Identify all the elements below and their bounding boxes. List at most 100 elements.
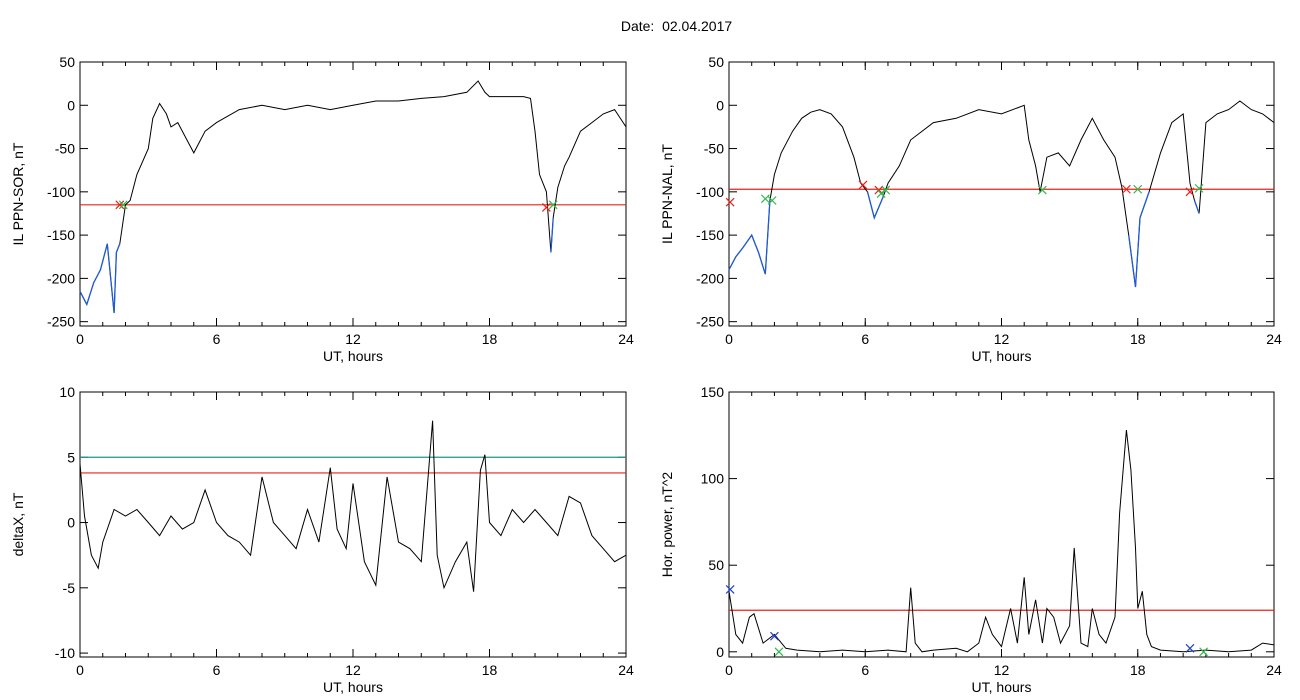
marker-stroke <box>725 585 735 594</box>
x-tick-label: 18 <box>1130 331 1146 347</box>
marker-stroke <box>1185 187 1195 197</box>
y-tick-label: -200 <box>47 270 75 286</box>
event-marker <box>1185 187 1195 197</box>
x-tick-label: 12 <box>345 662 361 678</box>
x-tick-label: 24 <box>1266 662 1282 678</box>
y-tick-label: -200 <box>696 270 724 286</box>
x-tick-label: 0 <box>725 331 733 347</box>
event-marker <box>767 196 777 205</box>
x-tick-label: 18 <box>482 331 498 347</box>
x-tick-label: 6 <box>213 331 221 347</box>
marker-stroke <box>1194 183 1204 193</box>
marker-stroke <box>769 631 779 641</box>
below-threshold-segment <box>550 217 554 253</box>
event-marker <box>876 189 886 198</box>
y-tick-label: 0 <box>716 644 724 660</box>
y-tick-label: -100 <box>47 184 75 200</box>
series-line <box>728 100 1275 288</box>
chart-panel-hor-power: 0 6 12 18 24 150 100 50 0 UT, hours Hor. power, nT… <box>659 384 1282 695</box>
event-marker <box>1194 183 1204 193</box>
y-axis-label: Hor. power, nT^2 <box>659 472 675 578</box>
series-line <box>728 430 1275 653</box>
y-tick-label: -10 <box>55 645 75 661</box>
x-axis-label: UT, hours <box>972 348 1032 364</box>
marker-stroke <box>118 200 128 210</box>
chart-panel-ppn-nal: 0 6 12 18 24 50 0 -50 -100 -150 -200 -250 UT, hours I… <box>659 54 1282 364</box>
y-tick-label: 150 <box>701 384 725 400</box>
marker-stroke <box>858 180 868 190</box>
below-threshold-segment <box>1128 191 1150 288</box>
below-threshold-segment <box>79 243 121 314</box>
x-tick-label: 6 <box>861 662 869 678</box>
y-tick-label: -5 <box>63 580 76 596</box>
y-tick-label: 100 <box>701 471 725 487</box>
y-tick-label: -250 <box>696 314 724 330</box>
x-tick-label: 24 <box>618 662 634 678</box>
y-tick-label: 0 <box>716 97 724 113</box>
marker-stroke <box>725 197 735 207</box>
marker-stroke <box>1199 647 1209 657</box>
y-tick-label: 50 <box>708 54 724 70</box>
y-tick-label: -100 <box>696 184 724 200</box>
x-tick-label: 6 <box>213 662 221 678</box>
series-line <box>79 80 627 314</box>
y-tick-label: -50 <box>55 141 75 157</box>
y-tick-label: 50 <box>708 557 724 573</box>
event-marker <box>541 202 551 212</box>
event-marker <box>858 180 868 190</box>
marker-stroke <box>115 200 125 210</box>
below-threshold-segment <box>866 191 884 220</box>
x-tick-label: 18 <box>1130 662 1146 678</box>
y-tick-label: -150 <box>696 227 724 243</box>
marker-stroke <box>774 647 784 657</box>
event-marker <box>1185 643 1195 653</box>
x-tick-label: 24 <box>618 331 634 347</box>
y-tick-label: -250 <box>47 314 75 330</box>
below-threshold-segment <box>728 200 771 275</box>
plot-frame <box>79 61 627 327</box>
marker-stroke <box>1037 185 1047 195</box>
x-tick-label: 0 <box>725 662 733 678</box>
marker-stroke <box>1185 643 1195 653</box>
marker-stroke <box>541 202 551 212</box>
marker-stroke <box>767 196 777 205</box>
x-axis-label: UT, hours <box>323 679 383 695</box>
below-threshold-segment <box>1193 200 1200 214</box>
marker-stroke <box>1133 184 1143 194</box>
event-marker <box>1199 647 1209 657</box>
chart-panel-deltax: 0 6 12 18 24 10 5 0 -5 -10 UT, hours deltaX, nT <box>10 384 634 695</box>
plot-frame <box>728 391 1275 658</box>
event-marker <box>725 585 735 594</box>
x-tick-label: 12 <box>994 331 1010 347</box>
y-axis-label: deltaX, nT <box>10 492 26 556</box>
event-marker <box>774 647 784 657</box>
y-tick-label: 5 <box>67 449 75 465</box>
event-marker <box>760 194 770 204</box>
y-tick-label: -150 <box>47 227 75 243</box>
x-tick-label: 24 <box>1266 331 1282 347</box>
date-value: 02.04.2017 <box>662 18 733 34</box>
marker-stroke <box>760 194 770 204</box>
event-marker <box>1121 184 1131 194</box>
marker-stroke <box>1121 184 1131 194</box>
event-marker <box>118 200 128 210</box>
y-tick-label: 0 <box>67 97 75 113</box>
x-tick-label: 12 <box>345 331 361 347</box>
event-marker <box>115 200 125 210</box>
x-axis-label: UT, hours <box>323 348 383 364</box>
page-title: Date: 02.04.2017 <box>0 18 1300 34</box>
y-tick-label: 50 <box>59 54 75 70</box>
event-marker <box>769 631 779 641</box>
event-marker <box>725 197 735 207</box>
x-tick-label: 12 <box>994 662 1010 678</box>
date-label: Date: <box>620 18 655 34</box>
y-tick-label: 10 <box>59 384 75 400</box>
event-marker <box>548 200 558 210</box>
y-tick-label: -50 <box>704 141 724 157</box>
event-marker <box>881 185 891 195</box>
y-axis-label: IL PPN-SOR, nT <box>10 142 26 245</box>
x-tick-label: 0 <box>76 331 84 347</box>
chart-panel-ppn-sor: 0 6 12 18 24 50 0 -50 -100 -150 -200 -250 UT, hours I… <box>10 54 634 364</box>
plot-frame <box>79 391 627 658</box>
y-axis-label: IL PPN-NAL, nT <box>659 144 675 244</box>
